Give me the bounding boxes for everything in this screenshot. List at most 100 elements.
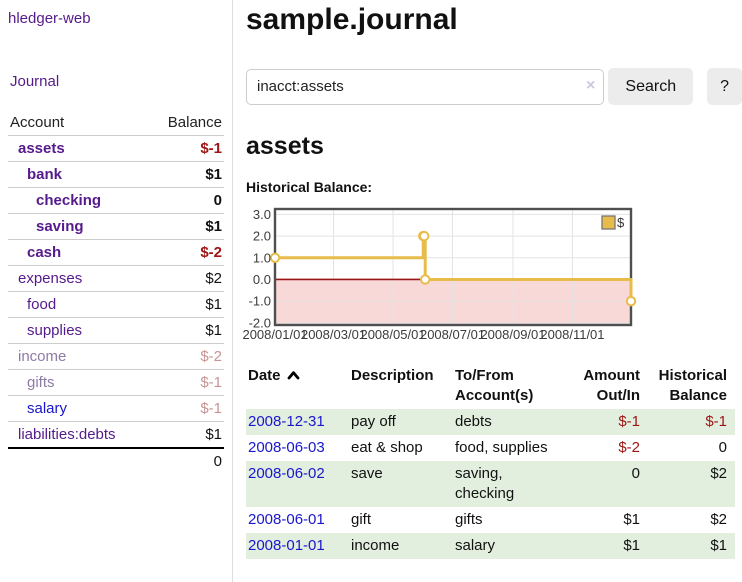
- help-button[interactable]: ?: [707, 68, 742, 105]
- sidebar-account-balance: $1: [205, 296, 222, 313]
- sidebar-account-balance: 0: [213, 192, 222, 209]
- transaction-date-link[interactable]: 2008-06-03: [248, 439, 325, 456]
- sidebar-account-row: assets $-1: [8, 135, 224, 162]
- register-amount-cell: $-2: [618, 439, 640, 456]
- sidebar-account-row: food $1: [8, 291, 224, 318]
- register-amount-cell: 0: [631, 465, 640, 482]
- sidebar-total-spacer: [8, 447, 150, 474]
- data-point-marker: [420, 274, 431, 285]
- sidebar-account-balance: $2: [205, 270, 222, 287]
- balance-column-header: Balance: [167, 114, 222, 131]
- register-balance-cell: $2: [710, 511, 727, 528]
- y-axis-tick-label: 0.0: [253, 272, 271, 287]
- legend-swatch: [601, 215, 616, 230]
- sidebar-total-row: 0: [8, 447, 224, 474]
- date-header-label: Date: [248, 367, 281, 384]
- accounts-column-header: To/From Account(s): [455, 367, 534, 404]
- register-description-cell: save: [351, 465, 383, 482]
- sidebar-account-link[interactable]: food: [27, 296, 57, 313]
- sidebar-account-balance: $-1: [200, 374, 222, 391]
- register-date-cell: 2008-12-31: [246, 409, 349, 435]
- register-row: 2008-01-01 income salary $1 $1: [246, 533, 735, 559]
- chart-section-label: Historical Balance:: [246, 179, 373, 195]
- plot-border: [273, 207, 633, 327]
- sidebar-account-link[interactable]: salary: [27, 400, 68, 417]
- sidebar-account-link[interactable]: cash: [27, 244, 62, 261]
- sidebar-item-journal[interactable]: Journal: [10, 73, 60, 90]
- search-input-wrap: ×: [246, 68, 605, 105]
- search-input[interactable]: [246, 68, 605, 105]
- register-description-cell: gift: [351, 511, 372, 528]
- x-axis-tick-label: 2008/09/01: [480, 327, 545, 342]
- description-column-header: Description: [351, 367, 434, 384]
- register-header-row: Date Description To/From Account(s) Amou…: [246, 363, 735, 409]
- sidebar-account-link[interactable]: saving: [36, 218, 84, 235]
- register-body: 2008-12-31 pay off debts $-1 $-1 2008-06-03 ea…: [246, 409, 735, 559]
- register-balance-cell: $1: [710, 537, 727, 554]
- register-accounts-cell: debts: [455, 413, 492, 430]
- legend-label: $: [617, 215, 625, 230]
- x-axis-tick-label: 2008/07/01: [420, 327, 485, 342]
- sidebar-total-balance: 0: [149, 447, 224, 474]
- register-row: 2008-06-03 eat & shop food, supplies $-2 0: [246, 435, 735, 461]
- y-axis-tick-label: -1.0: [249, 294, 271, 309]
- sidebar-accounts-body: assets $-1 bank $1 checking 0 saving $1 cash $-2 e…: [8, 135, 224, 449]
- transaction-date-link[interactable]: 2008-06-01: [248, 511, 325, 528]
- register-accounts-cell: food, supplies: [455, 439, 548, 456]
- search-form: × Search ?: [246, 68, 742, 105]
- register-balance-cell: $-1: [705, 413, 727, 430]
- amount-column-header: Amount Out/In: [583, 367, 640, 404]
- x-axis-tick-label: 2008/01/01: [242, 327, 307, 342]
- sidebar-account-link[interactable]: income: [18, 348, 67, 365]
- register-accounts-cell: salary: [455, 537, 496, 554]
- sort-ascending-icon: [287, 371, 299, 380]
- sidebar-account-balance: $1: [205, 218, 222, 235]
- sidebar-account-row: supplies $1: [8, 317, 224, 344]
- transaction-date-link[interactable]: 2008-12-31: [248, 413, 325, 430]
- sidebar-balance-table: Account Balance assets $-1 bank $1 checking 0…: [8, 110, 224, 474]
- transaction-date-link[interactable]: 2008-01-01: [248, 537, 325, 554]
- register-amount-cell: $-1: [618, 413, 640, 430]
- sidebar-table-header-row: Account Balance: [8, 110, 224, 136]
- sidebar-account-link[interactable]: liabilities:debts: [18, 426, 116, 443]
- sidebar-account-balance: $1: [205, 166, 222, 183]
- search-button[interactable]: Search: [608, 68, 694, 105]
- sidebar-account-link[interactable]: bank: [27, 166, 63, 183]
- sidebar-account-balance: $1: [205, 426, 222, 443]
- register-accounts-cell: saving, checking: [455, 465, 515, 502]
- brand-link[interactable]: hledger-web: [8, 10, 91, 27]
- register-date-cell: 2008-06-03: [246, 435, 349, 461]
- date-column-header[interactable]: Date: [246, 363, 349, 409]
- register-row: 2008-06-02 save saving, checking 0 $2: [246, 461, 735, 507]
- clear-search-icon[interactable]: ×: [586, 76, 596, 94]
- sidebar-account-row: bank $1: [8, 161, 224, 188]
- sidebar-account-link[interactable]: supplies: [27, 322, 83, 339]
- register-row: 2008-06-01 gift gifts $1 $2: [246, 507, 735, 533]
- sidebar-account-link[interactable]: assets: [18, 140, 65, 157]
- x-axis-tick-label: 2008/11/01: [540, 327, 604, 342]
- y-axis-tick-label: 1.0: [253, 250, 271, 265]
- x-axis-tick-label: 2008/03/01: [301, 327, 366, 342]
- sidebar-account-row: income $-2: [8, 343, 224, 370]
- register-accounts-cell: gifts: [455, 511, 483, 528]
- register-description-cell: eat & shop: [351, 439, 423, 456]
- sidebar-account-link[interactable]: expenses: [18, 270, 83, 287]
- register-description-cell: pay off: [351, 413, 396, 430]
- register-date-cell: 2008-06-02: [246, 461, 349, 507]
- register-row: 2008-12-31 pay off debts $-1 $-1: [246, 409, 735, 435]
- data-point-marker: [419, 230, 430, 242]
- register-date-cell: 2008-01-01: [246, 533, 349, 559]
- sidebar-account-link[interactable]: gifts: [27, 374, 55, 391]
- register-balance-cell: $2: [710, 465, 727, 482]
- sidebar-account-balance: $-2: [200, 348, 222, 365]
- register-table: Date Description To/From Account(s) Amou…: [246, 363, 735, 559]
- sidebar-account-balance: $-1: [200, 140, 222, 157]
- page-title: sample.journal: [246, 3, 458, 36]
- register-amount-cell: $1: [623, 537, 640, 554]
- y-axis-tick-label: -2.0: [249, 315, 271, 330]
- data-point-marker: [269, 252, 281, 263]
- account-column-header: Account: [10, 114, 65, 131]
- sidebar-account-link[interactable]: checking: [36, 192, 102, 209]
- transaction-date-link[interactable]: 2008-06-02: [248, 465, 325, 482]
